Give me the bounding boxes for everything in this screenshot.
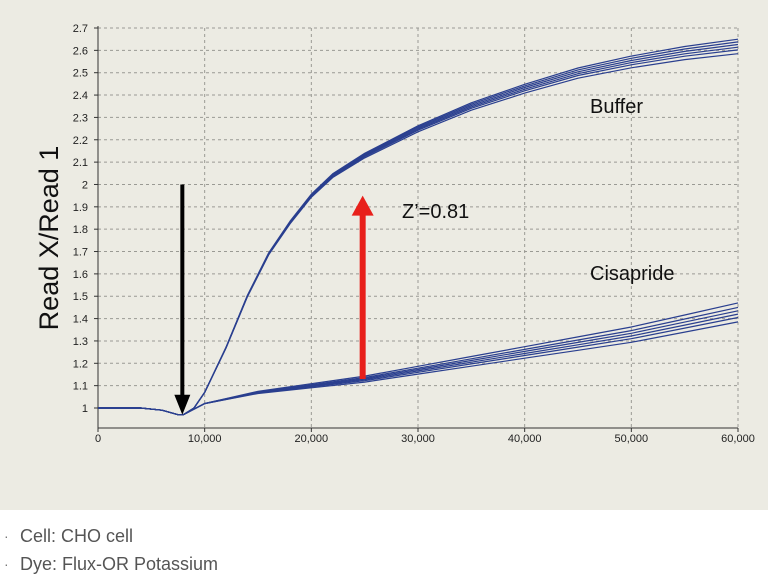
bullet-icon: · xyxy=(4,528,9,544)
series-lines xyxy=(98,38,739,416)
y-tick-label: 2.4 xyxy=(73,90,88,102)
x-tick-label: 50,000 xyxy=(615,433,649,445)
series-line-cisapride-trace xyxy=(98,302,739,416)
y-tick-label: 1.5 xyxy=(73,291,88,303)
y-tick-label: 1.6 xyxy=(73,269,88,281)
tick-labels: 1 1.1 1.2 1.3 1.4 1.5 1.6 1.7 1.8 1.9 2 2.1 2.2 2.3 2.… xyxy=(73,23,755,445)
x-tick-label: 20,000 xyxy=(295,433,329,445)
y-tick-label: 2.1 xyxy=(73,157,88,169)
stimulus-arrow-head xyxy=(174,394,191,415)
note-cell: · Cell: CHO cell xyxy=(0,522,768,550)
x-tick-label: 40,000 xyxy=(508,433,542,445)
note-dye-text: Dye: Flux-OR Potassium xyxy=(20,554,219,574)
annotations xyxy=(174,184,374,415)
y-axis-label: Read X/Read 1 xyxy=(34,146,64,331)
x-tick-label: 30,000 xyxy=(401,433,435,445)
series-line-cisapride-trace xyxy=(98,310,739,416)
y-tick-label: 2.6 xyxy=(73,45,88,57)
y-tick-label: 2.3 xyxy=(73,112,88,124)
y-tick-label: 1.1 xyxy=(73,381,88,393)
y-tick-label: 2 xyxy=(82,179,88,191)
series-label-cisapride: Cisapride xyxy=(590,263,674,285)
gridlines xyxy=(98,27,739,428)
series-label-buffer: Buffer xyxy=(590,96,643,118)
x-tick-label: 10,000 xyxy=(188,433,222,445)
y-tick-label: 1.9 xyxy=(73,202,88,214)
line-chart: 1 1.1 1.2 1.3 1.4 1.5 1.6 1.7 1.8 1.9 2 2.1 2.2 2.3 2.… xyxy=(34,23,755,445)
y-tick-label: 1.4 xyxy=(73,314,88,326)
y-tick-label: 1.2 xyxy=(73,358,88,370)
x-tick-label: 0 xyxy=(95,433,101,445)
bullet-icon: · xyxy=(4,556,9,572)
y-tick-label: 2.7 xyxy=(73,23,88,35)
notes-list: · Cell: CHO cell · Dye: Flux-OR Potassiu… xyxy=(0,522,768,578)
note-dye: · Dye: Flux-OR Potassium xyxy=(0,550,768,578)
y-tick-label: 1 xyxy=(82,403,88,415)
y-tick-label: 1.7 xyxy=(73,247,88,259)
window-arrow-head xyxy=(351,195,374,216)
chart-panel: 1 1.1 1.2 1.3 1.4 1.5 1.6 1.7 1.8 1.9 2 2.1 2.2 2.3 2.… xyxy=(0,0,768,510)
z-prime-label: Z’=0.81 xyxy=(402,201,469,223)
note-cell-text: Cell: CHO cell xyxy=(20,526,134,546)
y-tick-label: 2.2 xyxy=(73,135,88,147)
y-tick-label: 1.3 xyxy=(73,336,88,348)
x-tick-label: 60,000 xyxy=(721,433,755,445)
y-tick-label: 2.5 xyxy=(73,68,88,80)
y-tick-label: 1.8 xyxy=(73,224,88,236)
